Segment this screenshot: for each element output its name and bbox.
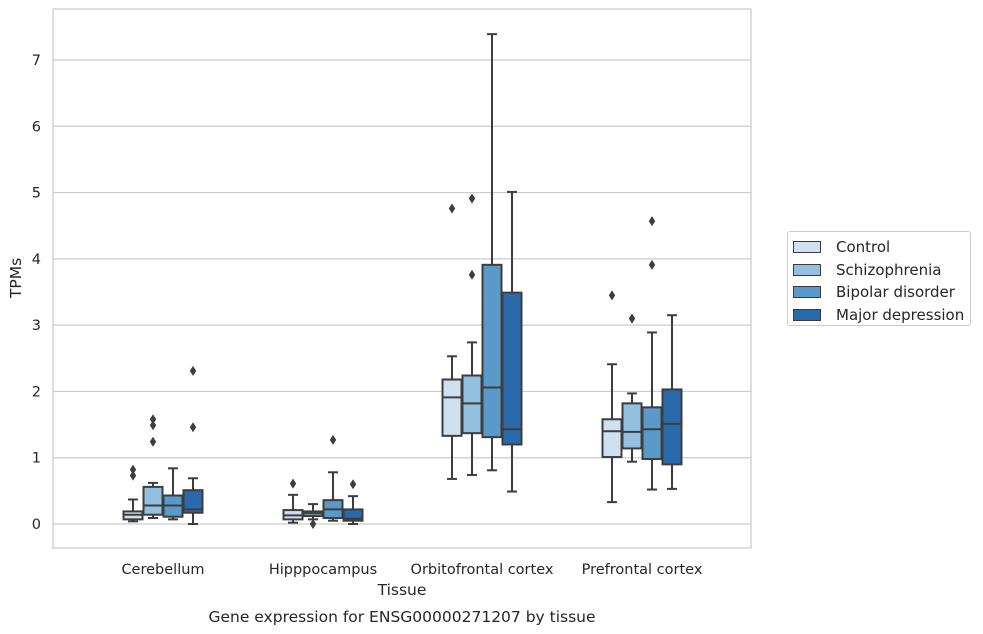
iqr-box bbox=[481, 263, 503, 439]
iqr-box bbox=[441, 378, 463, 437]
box-0-2 bbox=[162, 467, 184, 521]
outlier-point bbox=[129, 464, 137, 475]
x-axis-label: Tissue bbox=[377, 581, 427, 599]
outlier-point bbox=[329, 434, 337, 445]
outlier-point bbox=[309, 519, 317, 529]
x-tick-label: Hipppocampus bbox=[269, 562, 377, 578]
y-tick-label: 6 bbox=[32, 119, 41, 135]
box-1-0 bbox=[282, 478, 304, 524]
x-tick-labels: Cerebellum Hipppocampus Orbitofrontal cort… bbox=[121, 562, 702, 578]
x-tick-label: Orbitofrontal cortex bbox=[411, 562, 554, 578]
outlier-point bbox=[149, 420, 157, 431]
y-axis-label: TPMs bbox=[7, 258, 25, 299]
legend-item: Schizophrenia bbox=[793, 259, 970, 282]
outlier-point bbox=[149, 414, 157, 425]
outlier-point bbox=[468, 193, 476, 204]
iqr-box bbox=[641, 406, 663, 461]
legend-swatch bbox=[793, 263, 821, 276]
outlier-point bbox=[349, 479, 357, 490]
iqr-box bbox=[501, 291, 523, 446]
outlier-point bbox=[628, 313, 636, 324]
plot-frame bbox=[52, 8, 752, 549]
box-2-3 bbox=[501, 190, 523, 493]
y-tick-label: 3 bbox=[32, 318, 41, 334]
legend: Control Schizophrenia Bipolar disorder M… bbox=[787, 231, 971, 326]
box-1-2 bbox=[322, 434, 344, 522]
legend-swatch bbox=[793, 241, 821, 254]
y-tick-label: 5 bbox=[32, 186, 41, 202]
iqr-box bbox=[142, 485, 164, 516]
legend-item: Major depression bbox=[793, 304, 970, 327]
boxes bbox=[122, 33, 683, 529]
box-3-3 bbox=[661, 314, 683, 490]
chart-title: Gene expression for ENSG00000271207 by t… bbox=[208, 608, 595, 626]
box-0-3 bbox=[182, 365, 204, 525]
box-3-2 bbox=[641, 216, 663, 491]
legend-label: Schizophrenia bbox=[836, 260, 942, 279]
iqr-box bbox=[621, 402, 643, 450]
outlier-point bbox=[648, 259, 656, 270]
legend-label: Control bbox=[836, 238, 891, 257]
outlier-point bbox=[608, 290, 616, 301]
legend-item: Bipolar disorder bbox=[793, 281, 970, 304]
box-0-1 bbox=[142, 414, 164, 520]
y-tick-labels: 0 1 2 3 4 5 6 7 bbox=[32, 53, 41, 533]
legend-swatch bbox=[793, 308, 821, 321]
iqr-box bbox=[661, 388, 683, 466]
legend-item: Control bbox=[793, 236, 970, 259]
box-1-1 bbox=[302, 503, 324, 529]
y-grid bbox=[53, 59, 751, 525]
iqr-box bbox=[601, 418, 623, 459]
outlier-point bbox=[189, 422, 197, 433]
x-tick-label: Prefrontal cortex bbox=[582, 562, 703, 578]
box-0-0 bbox=[122, 464, 144, 523]
box-1-3 bbox=[342, 479, 364, 525]
outlier-point bbox=[129, 470, 137, 481]
outlier-point bbox=[448, 203, 456, 214]
box-3-0 bbox=[601, 290, 623, 504]
outlier-point bbox=[648, 216, 656, 227]
x-tick-label: Cerebellum bbox=[121, 562, 204, 578]
legend-swatch bbox=[793, 286, 821, 299]
y-tick-label: 1 bbox=[32, 451, 41, 467]
outlier-point bbox=[149, 436, 157, 447]
outlier-point bbox=[468, 269, 476, 280]
y-tick-label: 0 bbox=[32, 517, 41, 533]
legend-label: Bipolar disorder bbox=[836, 283, 955, 302]
iqr-box bbox=[342, 508, 364, 522]
box-2-0 bbox=[441, 203, 463, 480]
legend-label: Major depression bbox=[836, 305, 965, 324]
iqr-box bbox=[182, 489, 204, 514]
y-tick-label: 4 bbox=[32, 252, 41, 268]
outlier-point bbox=[289, 478, 297, 489]
outlier-point bbox=[189, 365, 197, 376]
y-tick-label: 2 bbox=[32, 384, 41, 400]
y-tick-label: 7 bbox=[32, 53, 41, 69]
plot-area bbox=[53, 9, 751, 548]
